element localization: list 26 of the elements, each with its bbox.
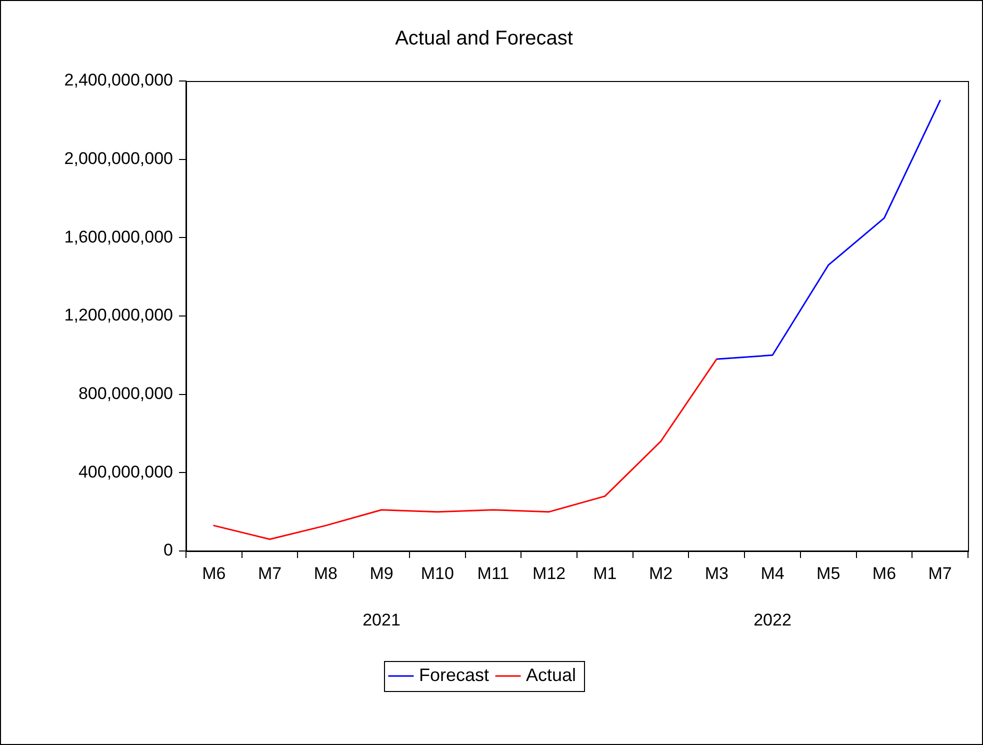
y-tick-label: 2,000,000,000 [64, 149, 173, 168]
x-tick-label: M7 [928, 564, 952, 583]
legend-label: Forecast [418, 664, 490, 685]
chart-title: Actual and Forecast [395, 28, 574, 50]
x-tick-label: M10 [420, 564, 454, 583]
x-tick-label: M11 [477, 564, 510, 583]
x-tick-label: M3 [704, 564, 728, 583]
y-tick-label: 800,000,000 [78, 384, 173, 404]
y-tick-label: 2,400,000,000 [64, 70, 173, 90]
x-tick-label: M4 [760, 564, 784, 583]
x-tick-label: M12 [532, 564, 566, 583]
text: 2022 [754, 610, 792, 630]
x-tick-label: M6 [872, 564, 896, 583]
legend-label: Actual [526, 664, 576, 685]
x-tick-label: M6 [202, 564, 226, 583]
x-tick-label: M5 [816, 564, 840, 583]
y-tick-label: 1,600,000,000 [64, 227, 173, 246]
x-tick-label: M1 [593, 564, 617, 583]
x-tick-label: M8 [314, 564, 338, 583]
y-tick-label: 1,200,000,000 [64, 306, 173, 325]
x-tick-label: M7 [258, 564, 282, 583]
y-tick-label: 0 [164, 540, 173, 560]
x-tick-label: M2 [648, 564, 673, 583]
y-tick-label: 400,000,000 [78, 462, 173, 482]
text: 2021 [362, 610, 400, 630]
x-tick-label: M9 [370, 564, 394, 583]
